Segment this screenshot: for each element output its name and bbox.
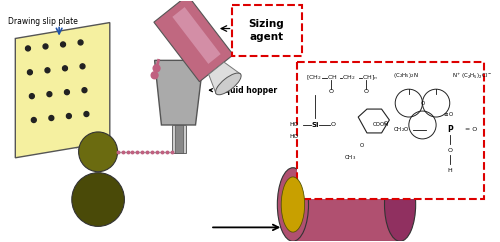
- Circle shape: [78, 40, 83, 45]
- Circle shape: [78, 132, 118, 172]
- Text: $\mathsf{CH_2}$: $\mathsf{CH_2}$: [342, 73, 355, 82]
- Ellipse shape: [281, 177, 304, 232]
- Text: Drawing slip plate: Drawing slip plate: [8, 17, 78, 26]
- Circle shape: [84, 112, 89, 117]
- Text: HO: HO: [290, 134, 298, 139]
- Polygon shape: [208, 62, 240, 94]
- Ellipse shape: [216, 73, 241, 95]
- Ellipse shape: [384, 168, 416, 241]
- Bar: [154, 0, 233, 82]
- Circle shape: [72, 173, 124, 227]
- Text: $\mathsf{CH_2O}$: $\mathsf{CH_2O}$: [394, 126, 410, 134]
- Text: O: O: [330, 122, 336, 128]
- Text: $\mathsf{CH_3}$: $\mathsf{CH_3}$: [344, 153, 356, 162]
- Text: Si: Si: [312, 122, 319, 128]
- Text: $\equiv$O: $\equiv$O: [442, 110, 454, 118]
- Text: = O: = O: [466, 128, 477, 132]
- Bar: [172, 7, 220, 64]
- Circle shape: [43, 44, 48, 49]
- Text: $\mathsf{(C_2H_5)_2N}$: $\mathsf{(C_2H_5)_2N}$: [394, 71, 419, 80]
- FancyBboxPatch shape: [232, 5, 302, 56]
- Circle shape: [28, 70, 32, 75]
- Circle shape: [47, 92, 52, 97]
- Circle shape: [66, 113, 71, 119]
- Ellipse shape: [278, 168, 308, 241]
- Circle shape: [49, 115, 54, 121]
- Circle shape: [30, 94, 35, 99]
- Text: COOH: COOH: [373, 122, 390, 128]
- Polygon shape: [16, 23, 110, 158]
- Text: O: O: [364, 89, 368, 94]
- Text: O: O: [384, 121, 388, 127]
- Bar: [293, 168, 400, 241]
- Polygon shape: [154, 60, 204, 125]
- Circle shape: [45, 68, 50, 73]
- Text: O: O: [360, 143, 364, 148]
- Polygon shape: [293, 168, 400, 186]
- Bar: [172, 125, 186, 153]
- Circle shape: [26, 46, 30, 51]
- Text: H: H: [448, 168, 452, 173]
- Circle shape: [32, 118, 36, 122]
- FancyBboxPatch shape: [297, 62, 484, 198]
- Circle shape: [151, 72, 158, 79]
- Text: $\mathsf{N^+(C_2H_5)_2Cl^-}$: $\mathsf{N^+(C_2H_5)_2Cl^-}$: [452, 71, 492, 81]
- Text: O: O: [420, 101, 424, 106]
- Circle shape: [80, 64, 85, 69]
- Text: O: O: [328, 89, 334, 94]
- Text: Sizing
agent: Sizing agent: [248, 19, 284, 42]
- Circle shape: [153, 65, 160, 72]
- Circle shape: [64, 90, 70, 95]
- Text: $\mathsf{[CH_2}$: $\mathsf{[CH_2}$: [306, 73, 322, 82]
- Circle shape: [82, 88, 87, 93]
- Text: Liquid hopper: Liquid hopper: [210, 86, 277, 95]
- Circle shape: [62, 66, 68, 71]
- Text: HO: HO: [290, 122, 298, 128]
- Text: O: O: [448, 148, 452, 153]
- Text: $\mathsf{CH]}_{n}$: $\mathsf{CH]}_{n}$: [362, 73, 378, 82]
- Bar: [175, 125, 183, 153]
- Text: $\mathsf{CH}$: $\mathsf{CH}$: [327, 73, 338, 81]
- Text: P: P: [447, 125, 452, 135]
- Circle shape: [60, 42, 66, 47]
